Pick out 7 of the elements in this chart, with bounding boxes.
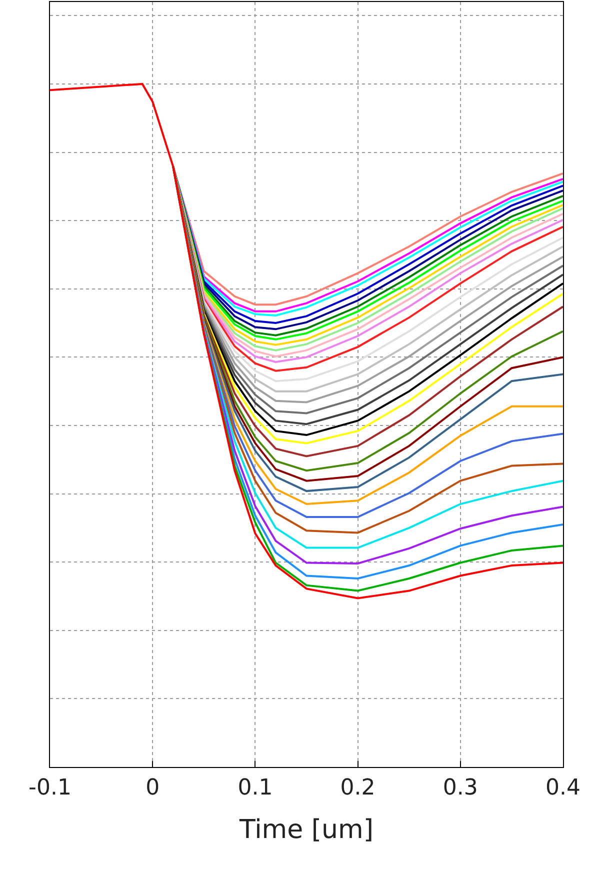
x-tick-label: -0.1 [28,775,72,800]
x-tick-label: 0.1 [238,775,273,800]
x-axis-title: Time [um] [238,815,374,846]
x-tick-label: 0.3 [442,775,478,800]
x-tick-label: 0.4 [546,775,580,800]
x-tick-label: 0.2 [340,775,376,800]
x-tick-label: 0 [146,775,160,800]
